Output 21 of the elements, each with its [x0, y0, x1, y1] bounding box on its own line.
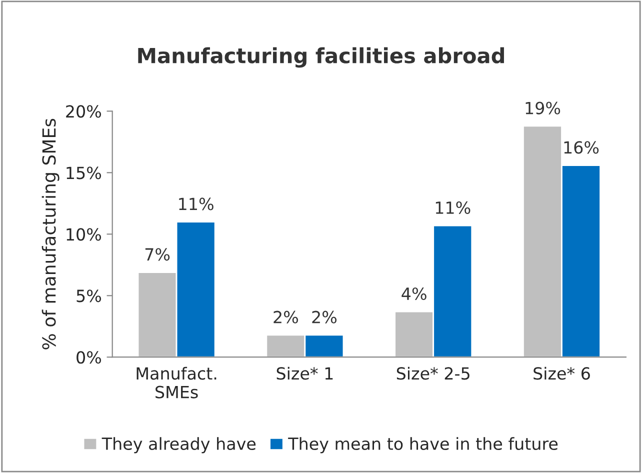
y-axis-title: % of manufacturing SMEs: [42, 118, 60, 350]
x-tick-label: Size* 1: [276, 366, 333, 380]
data-label: 2%: [312, 310, 337, 324]
legend-label: They already have: [102, 437, 256, 454]
chart-title: Manufacturing facilities abroad: [138, 47, 504, 68]
data-label: 11%: [179, 198, 214, 210]
y-tick-label: 15%: [66, 166, 102, 180]
data-label: 4%: [402, 287, 426, 300]
data-label: 7%: [145, 248, 170, 261]
data-label: 2%: [274, 310, 298, 324]
y-tick-label: 10%: [66, 228, 102, 241]
data-label: 19%: [526, 102, 560, 114]
x-tick-label: Size* 6: [534, 366, 590, 380]
x-tick-label: Manufact. SMEs: [136, 366, 216, 398]
y-tick-label: 20%: [66, 105, 102, 118]
data-label: 11%: [436, 201, 470, 214]
y-tick-label: 0%: [76, 351, 102, 364]
x-tick-label: Size* 2-5: [396, 366, 470, 380]
y-tick-label: 5%: [76, 290, 102, 302]
data-label: 16%: [564, 141, 599, 154]
legend-label: They mean to have in the future: [288, 437, 558, 454]
